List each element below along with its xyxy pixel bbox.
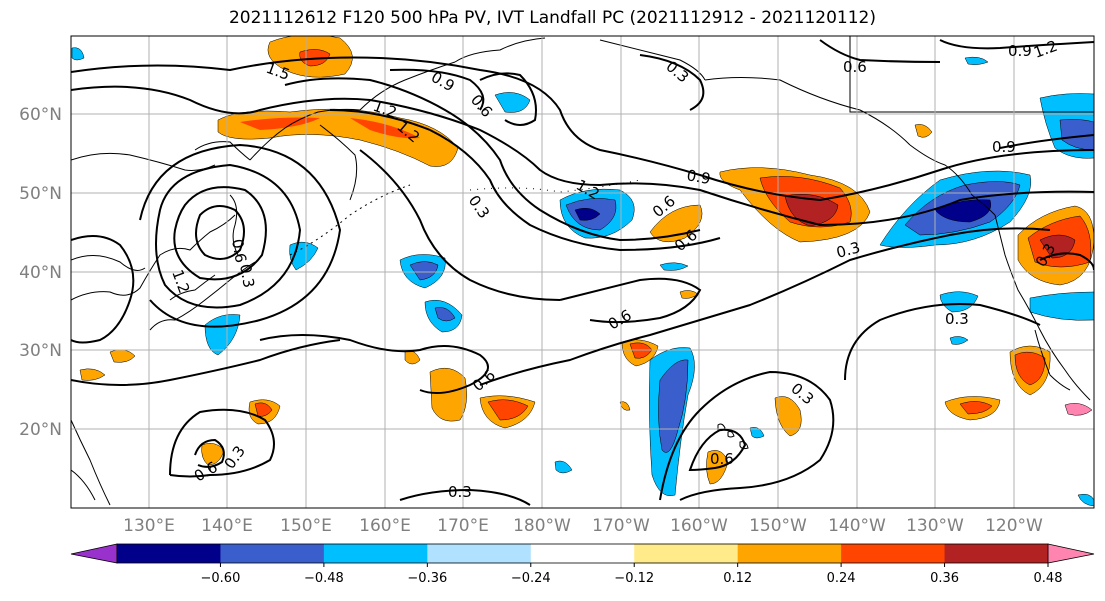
colorbar-bin (737, 544, 842, 563)
longitude-labels: 130°E 140°E 150°E 160°E 170°E 180°W 170°… (123, 516, 1043, 536)
lon-label: 150°W (749, 516, 807, 536)
colorbar-bin (427, 544, 532, 563)
map-frame (70, 35, 1095, 509)
lon-label: 150°E (280, 516, 332, 536)
lat-label: 60°N (19, 105, 62, 125)
colorbar-label: −0.24 (511, 571, 551, 586)
positive-anomaly-shading (79, 36, 1094, 485)
lon-label: 160°W (670, 516, 728, 536)
latitude-labels: 60°N 50°N 40°N 30°N 20°N (19, 105, 62, 440)
contour-label: 0.3 (448, 483, 472, 501)
lat-label: 20°N (19, 420, 62, 440)
contour-label: 0.9 (685, 166, 712, 188)
map-title: 2021112612 F120 500 hPa PV, IVT Landfall… (228, 8, 876, 28)
colorbar-extend-min (70, 543, 118, 564)
pv-contours (71, 39, 1094, 506)
colorbar-label: −0.60 (201, 571, 241, 586)
colorbar-label: −0.36 (407, 571, 447, 586)
lon-label: 130°W (906, 516, 964, 536)
contour-label: 0.9 (1008, 42, 1032, 60)
contour-label: 0.6 (228, 238, 250, 265)
map-plot-area: 1.5 0.9 0.6 1.2 1.2 0.3 1.2 0.9 0.6 0.6 … (71, 36, 1094, 508)
contour-label: 0.3 (236, 263, 258, 290)
contour-label: 0.9 (992, 138, 1016, 156)
lon-label: 180°W (513, 516, 571, 536)
colorbar-bin (530, 544, 635, 563)
lon-label: 160°E (359, 516, 411, 536)
lon-label: 130°E (123, 516, 175, 536)
lon-label: 170°W (592, 516, 650, 536)
colorbar-label: 0.48 (1034, 571, 1063, 586)
colorbar-bin (117, 544, 221, 563)
colorbar-label: 0.24 (827, 571, 856, 586)
colorbar-extend-max (1047, 543, 1095, 564)
lon-label: 170°E (437, 516, 489, 536)
lat-label: 30°N (19, 341, 62, 361)
colorbar-outline (116, 543, 1049, 564)
colorbar-label: −0.48 (304, 571, 344, 586)
colorbar-label: 0.12 (723, 571, 752, 586)
colorbar-label: −0.12 (614, 571, 654, 586)
colorbar-bin (944, 544, 1049, 563)
contour-label: 0.6 (843, 58, 867, 76)
colorbar-bin (220, 544, 325, 563)
lon-label: 120°W (985, 516, 1043, 536)
colorbar-bin (841, 544, 946, 563)
colorbar-bin (323, 544, 428, 563)
lon-label: 140°E (201, 516, 253, 536)
contour-label: 0.3 (945, 310, 969, 328)
contour-label: 0.3 (834, 238, 862, 262)
colorbar-label: 0.36 (930, 571, 959, 586)
colorbar: −0.60 −0.48 −0.36 −0.24 −0.12 0.12 0.24 0.36 0.4… (70, 543, 1095, 586)
lat-label: 50°N (19, 184, 62, 204)
contour-label: 0.6 (710, 450, 734, 468)
colorbar-bin (634, 544, 739, 563)
lat-label: 40°N (19, 263, 62, 283)
lon-label: 140°W (828, 516, 886, 536)
